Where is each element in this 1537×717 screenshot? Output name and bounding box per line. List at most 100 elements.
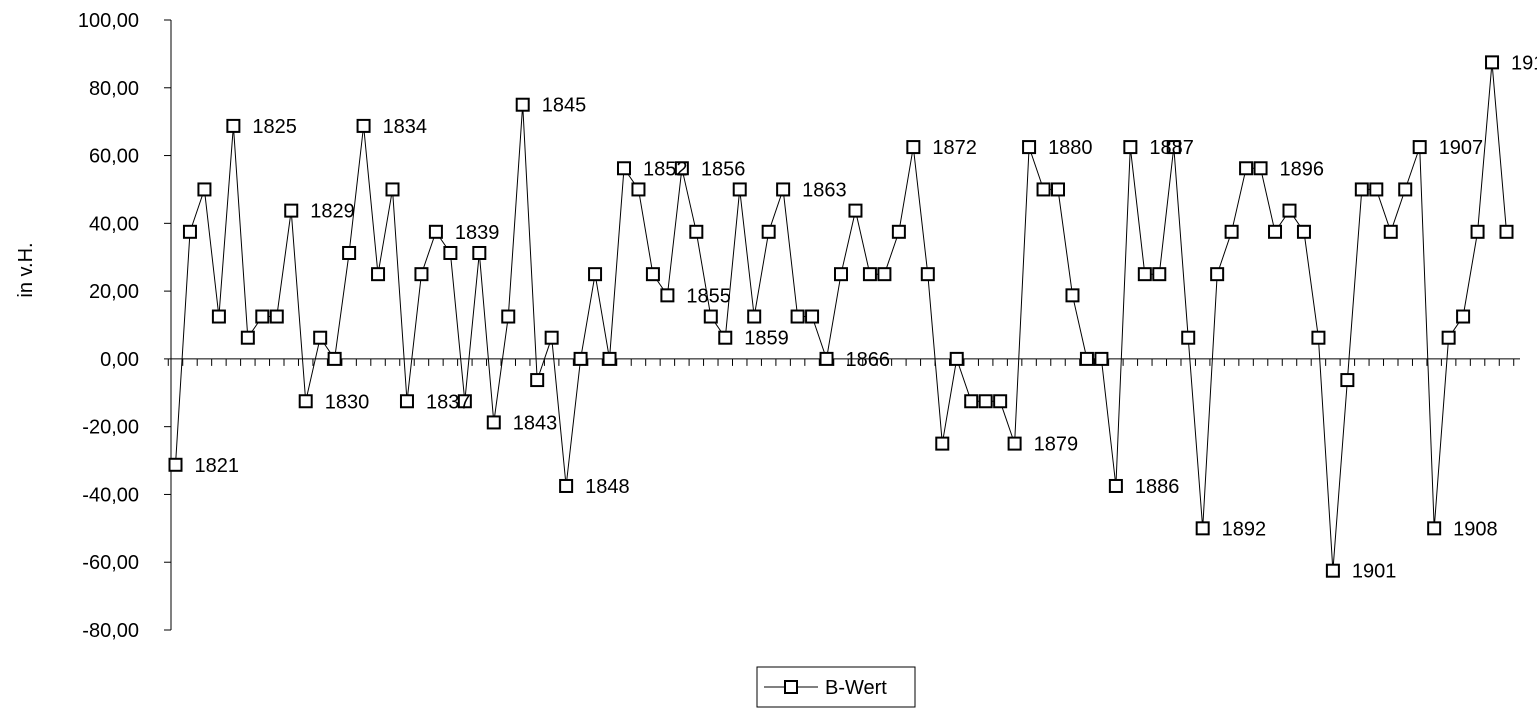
point-label: 1829 <box>310 201 355 223</box>
data-point <box>949 351 964 366</box>
data-point <box>1094 351 1109 366</box>
data-point <box>327 351 342 366</box>
data-point <box>240 330 255 345</box>
data-point <box>1325 563 1340 578</box>
data-point <box>993 394 1008 409</box>
data-point <box>1108 478 1123 493</box>
data-point <box>559 478 574 493</box>
data-point <box>226 118 241 133</box>
data-point <box>761 224 776 239</box>
series-line <box>175 62 1507 571</box>
data-point <box>935 436 950 451</box>
data-point <box>1311 330 1326 345</box>
point-label: 1839 <box>455 222 500 244</box>
point-label: 1821 <box>195 455 240 477</box>
data-point <box>385 182 400 197</box>
data-point <box>530 373 545 388</box>
data-point <box>182 224 197 239</box>
data-point <box>1369 182 1384 197</box>
point-label: 1908 <box>1453 518 1498 540</box>
data-point <box>1224 224 1239 239</box>
series-line-group <box>175 62 1507 571</box>
data-point <box>284 203 299 218</box>
data-point <box>1007 436 1022 451</box>
y-tick-label: -40,00 <box>82 484 139 506</box>
y-tick-label: -60,00 <box>82 552 139 574</box>
data-point <box>1470 224 1485 239</box>
data-point <box>906 140 921 155</box>
point-label: 1848 <box>585 476 630 498</box>
data-point <box>1282 203 1297 218</box>
point-label: 1830 <box>325 391 370 413</box>
data-point <box>631 182 646 197</box>
data-point <box>776 182 791 197</box>
data-point <box>399 394 414 409</box>
data-point <box>1398 182 1413 197</box>
point-label: 1907 <box>1439 137 1484 159</box>
series-markers <box>168 55 1514 578</box>
point-label: 1901 <box>1352 561 1397 583</box>
point-label: 1880 <box>1048 137 1093 159</box>
data-point <box>964 394 979 409</box>
data-point <box>978 394 993 409</box>
data-point <box>1383 224 1398 239</box>
data-point <box>515 97 530 112</box>
y-tick-label: 80,00 <box>89 78 139 100</box>
data-point <box>732 182 747 197</box>
x-axis <box>167 358 1520 366</box>
data-point <box>819 351 834 366</box>
data-point <box>1354 182 1369 197</box>
point-label: 1879 <box>1034 434 1079 456</box>
point-label: 1825 <box>252 116 297 138</box>
legend: B-Wert <box>756 666 916 708</box>
data-point <box>211 309 226 324</box>
point-label: 1852 <box>643 158 688 180</box>
data-point <box>674 161 689 176</box>
data-point <box>602 351 617 366</box>
legend-label: B-Wert <box>825 677 887 699</box>
data-point <box>1051 182 1066 197</box>
data-point <box>1022 140 1037 155</box>
point-label: 1887 <box>1149 137 1194 159</box>
data-point <box>1065 288 1080 303</box>
data-point <box>1079 351 1094 366</box>
y-tick-label: 60,00 <box>89 146 139 168</box>
data-point <box>443 245 458 260</box>
y-tick-label: 20,00 <box>89 281 139 303</box>
data-point <box>544 330 559 345</box>
data-point <box>414 267 429 282</box>
data-point <box>269 309 284 324</box>
data-point <box>168 457 183 472</box>
data-point <box>1412 140 1427 155</box>
data-point <box>1036 182 1051 197</box>
data-point <box>718 330 733 345</box>
y-tick-label: -80,00 <box>82 620 139 642</box>
y-tick-label: 40,00 <box>89 213 139 235</box>
data-point <box>457 394 472 409</box>
legend-marker-sample <box>784 680 798 694</box>
data-point <box>1296 224 1311 239</box>
data-point <box>1152 267 1167 282</box>
data-point <box>428 224 443 239</box>
point-label: 1886 <box>1135 476 1180 498</box>
point-label: 1912 <box>1511 52 1537 74</box>
data-point <box>1268 224 1283 239</box>
data-point <box>703 309 718 324</box>
data-point <box>501 309 516 324</box>
data-point <box>313 330 328 345</box>
data-point <box>1239 161 1254 176</box>
data-point <box>1340 373 1355 388</box>
data-point <box>371 267 386 282</box>
data-point <box>1456 309 1471 324</box>
data-point <box>1123 140 1138 155</box>
data-point <box>805 309 820 324</box>
point-label: 1855 <box>686 285 731 307</box>
data-point <box>255 309 270 324</box>
data-point <box>1166 140 1181 155</box>
point-label: 1834 <box>383 116 428 138</box>
data-point <box>1253 161 1268 176</box>
data-point <box>486 415 501 430</box>
data-point <box>645 267 660 282</box>
y-axis-title: in v.H. <box>15 242 37 297</box>
y-axis: 100,00 80,00 60,00 40,00 20,00 0,00 -20,00 -40,… <box>78 10 172 642</box>
